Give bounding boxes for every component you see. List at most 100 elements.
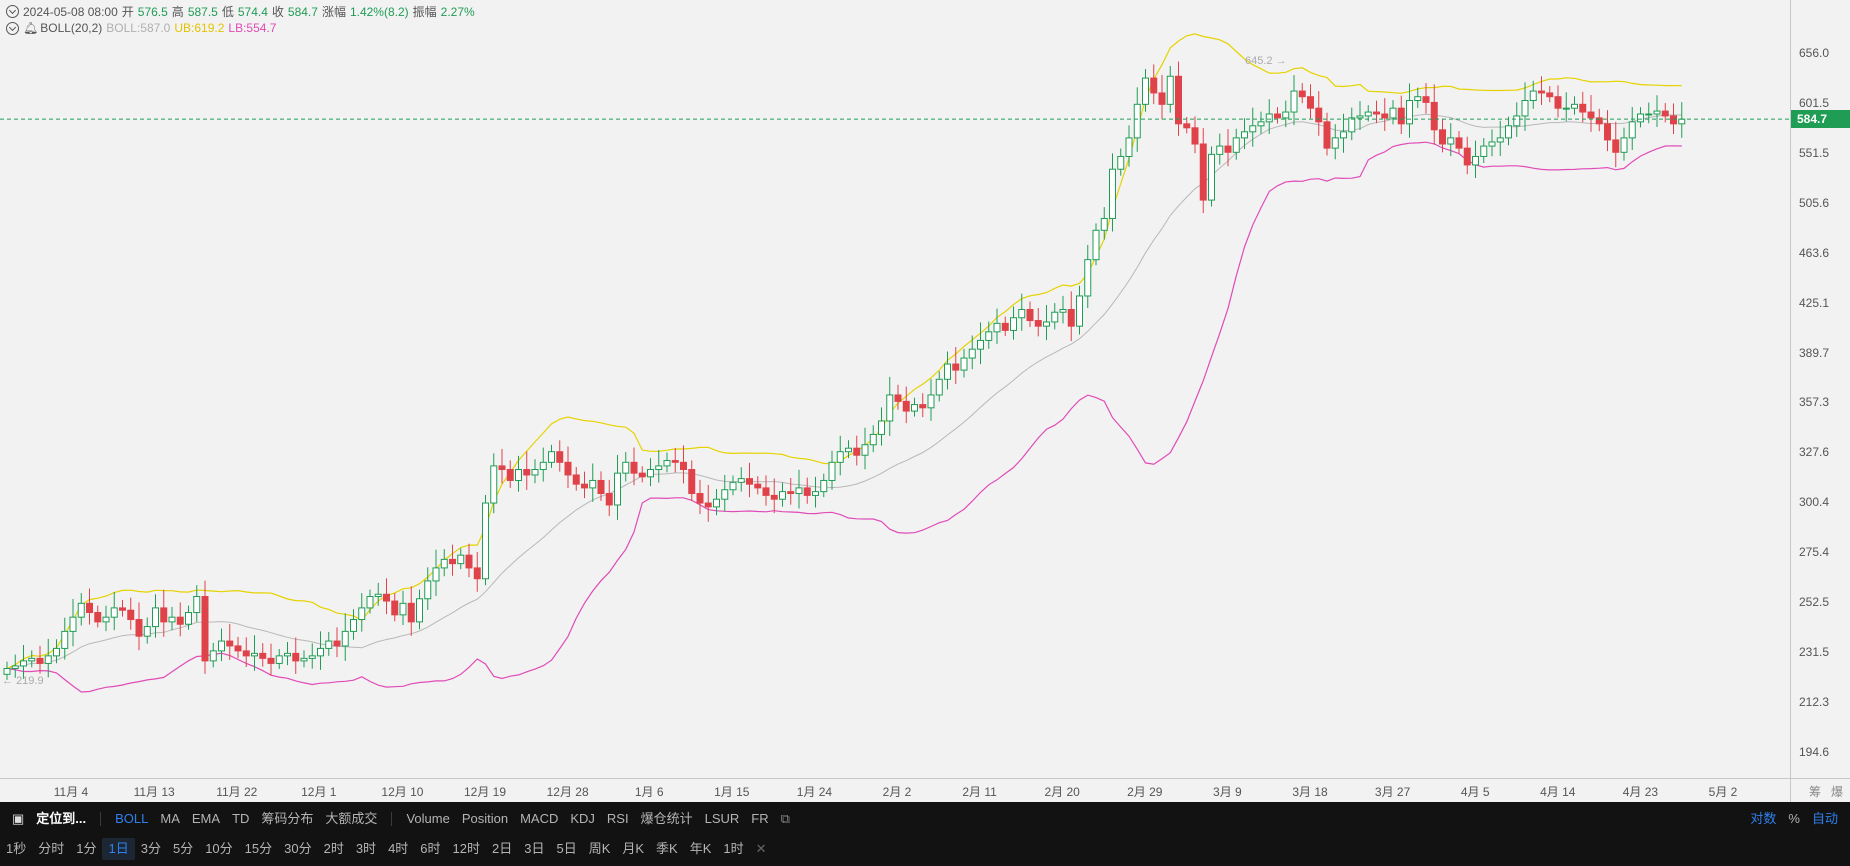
indicator-main-4[interactable]: 筹码分布 [261, 811, 314, 826]
divider [391, 812, 393, 826]
candle-body [1628, 121, 1636, 139]
indicator-main-2[interactable]: EMA [191, 811, 221, 826]
candlestick-chart [0, 33, 1790, 693]
locate-button[interactable]: 定位到... [36, 811, 87, 826]
close-icon[interactable]: ✕ [755, 841, 767, 856]
timeframe-10[interactable]: 3时 [355, 841, 377, 856]
candle-body [1678, 118, 1686, 125]
candle-body [1406, 100, 1413, 125]
candle-body [515, 469, 522, 481]
indicator-sub-1[interactable]: Position [461, 811, 509, 826]
indicator-sub-2[interactable]: MACD [520, 811, 559, 826]
candle-body [44, 655, 52, 664]
timeframe-21[interactable]: 1时 [723, 841, 744, 856]
candle-body [482, 502, 489, 580]
candle-body [663, 460, 671, 467]
price-tick-label: 389.7 [1799, 345, 1830, 360]
timeframe-5[interactable]: 5分 [172, 841, 194, 856]
candle-body [77, 602, 85, 618]
timeframe-17[interactable]: 周K [588, 841, 611, 856]
timeframe-7[interactable]: 15分 [244, 841, 273, 856]
bell-icon[interactable]: 🔔︎ [23, 21, 39, 35]
timeframe-13[interactable]: 12时 [452, 841, 480, 856]
timeframe-2[interactable]: 1分 [76, 841, 97, 856]
candle-body [416, 598, 423, 623]
candle-body [1166, 75, 1174, 105]
price-tick-label: 425.1 [1799, 295, 1830, 310]
edit-indicators-icon[interactable]: ⧉ [780, 811, 790, 826]
scale-option-0[interactable]: 对数 [1750, 811, 1777, 826]
candle-body [160, 607, 168, 623]
boll-info-line: 🔔︎ BOLL(20,2) BOLL:587.0 UB:619.2 LB:554… [6, 21, 280, 35]
candle-body [1661, 110, 1669, 117]
candle-body [1282, 111, 1290, 119]
axis-corner: 筹 爆 [1790, 778, 1850, 802]
time-tick-label: 1月 24 [796, 785, 833, 799]
candle-body [779, 491, 786, 500]
candle-body [622, 461, 630, 474]
candle-body [985, 331, 993, 341]
candle-body [869, 433, 877, 446]
liquidation-corner-icon[interactable]: 爆 [1831, 785, 1844, 799]
price-axis[interactable]: 656.0 601.5 551.5 505.6 463.6 425.1 389.7 357.3… [1790, 0, 1850, 778]
collapse-icon[interactable] [6, 5, 19, 18]
candle-body [1010, 317, 1017, 331]
scale-option-2[interactable]: 自动 [1811, 811, 1838, 826]
candle-body [1133, 103, 1141, 139]
indicator-main-0[interactable]: BOLL [115, 811, 149, 826]
timeframe-16[interactable]: 5日 [556, 841, 577, 856]
time-tick-label: 4月 23 [1622, 785, 1659, 799]
chips-corner-icon[interactable]: 筹 [1809, 785, 1822, 799]
candle-body [102, 616, 110, 623]
candle-body [473, 567, 481, 580]
timeframe-8[interactable]: 30分 [284, 841, 312, 856]
candle-body [1232, 137, 1240, 153]
candle-body [746, 478, 753, 485]
scale-option-1[interactable]: % [1788, 811, 1800, 826]
candle-body [1620, 137, 1628, 153]
timeframe-15[interactable]: 3日 [524, 841, 545, 856]
candle-body [919, 404, 927, 409]
timeframe-18[interactable]: 月K [622, 841, 645, 856]
candle-body [168, 616, 176, 623]
timeframe-9[interactable]: 2时 [323, 841, 344, 856]
candle-body [1257, 121, 1265, 127]
candle-body [1587, 111, 1595, 119]
indicator-sub-7[interactable]: FR [751, 811, 769, 826]
timeframe-3[interactable]: 1日 [102, 838, 135, 860]
candle-body [325, 640, 333, 649]
price-tick-label: 275.4 [1799, 545, 1830, 560]
timeframe-12[interactable]: 6时 [420, 841, 441, 856]
timeframe-19[interactable]: 季K [656, 841, 678, 856]
indicator-main-5[interactable]: 大额成交 [325, 811, 378, 826]
time-axis[interactable]: 11月 4 11月 13 11月 22 12月 1 12月 10 12月 19 12月 28… [0, 778, 1790, 802]
timeframe-0[interactable]: 1秒 [6, 841, 27, 856]
candle-body [861, 444, 869, 456]
high-marker: 645.2 → [1245, 55, 1287, 67]
candle-body [440, 558, 448, 569]
timeframe-11[interactable]: 4时 [388, 841, 409, 856]
indicator-sub-0[interactable]: Volume [406, 811, 450, 826]
boll-lower-band [6, 141, 1682, 693]
candle-body [61, 630, 69, 649]
candle-body [1381, 113, 1389, 119]
indicator-sub-5[interactable]: 爆仓统计 [640, 811, 693, 826]
time-tick-label: 2月 11 [962, 785, 997, 799]
indicator-sub-6[interactable]: LSUR [704, 811, 740, 826]
collapse-icon[interactable] [6, 21, 19, 35]
indicator-main-1[interactable]: MA [160, 811, 180, 826]
timeframe-6[interactable]: 10分 [205, 841, 233, 856]
candle-body [1109, 168, 1116, 219]
indicator-sub-4[interactable]: RSI [606, 811, 629, 826]
candle-body [630, 461, 638, 474]
candle-body [729, 481, 737, 491]
timeframe-1[interactable]: 分时 [38, 841, 65, 856]
indicator-sub-3[interactable]: KDJ [570, 811, 595, 826]
timeframe-4[interactable]: 3分 [140, 841, 161, 856]
timeframe-14[interactable]: 2日 [492, 841, 513, 856]
indicator-main-3[interactable]: TD [232, 811, 250, 826]
calendar-icon[interactable]: ▣ [12, 811, 25, 826]
timeframe-20[interactable]: 年K [689, 841, 712, 856]
time-tick-label: 2月 2 [882, 785, 912, 799]
